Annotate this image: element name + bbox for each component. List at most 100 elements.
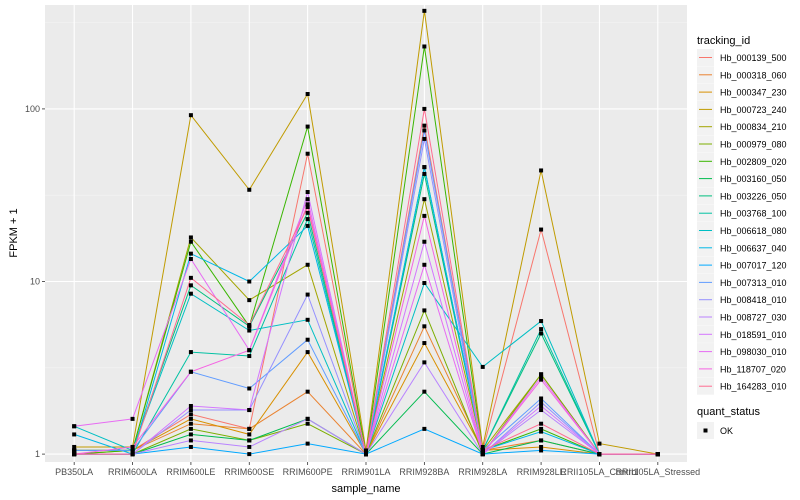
legend-label: Hb_018591_010 <box>720 330 787 340</box>
data-point-Hb_098030_010 <box>305 197 310 202</box>
data-point-Hb_018591_010 <box>247 408 252 413</box>
data-point-Hb_000979_080 <box>188 426 193 431</box>
data-point-Hb_164283_010 <box>539 421 544 426</box>
data-point-Hb_118707_020 <box>480 452 485 457</box>
data-point-Hb_003226_050 <box>188 283 193 288</box>
legend-label: Hb_000834_210 <box>720 122 787 132</box>
data-point-Hb_098030_010 <box>539 374 544 379</box>
data-point-Hb_018591_010 <box>305 190 310 195</box>
data-point-Hb_003768_100 <box>247 354 252 359</box>
data-point-Hb_000723_240 <box>539 168 544 173</box>
data-point-Hb_007313_010 <box>539 396 544 401</box>
data-point-Hb_000347_230 <box>188 416 193 421</box>
x-tick-label: RRIM928LE <box>517 467 566 477</box>
data-point-Hb_006618_080 <box>305 317 310 322</box>
data-point-Hb_008727_030 <box>422 360 427 365</box>
data-point-Hb_002809_020 <box>539 426 544 431</box>
legend-label: Hb_003160_050 <box>720 174 787 184</box>
data-point-Hb_006637_040 <box>305 223 310 228</box>
grid-lines <box>45 5 687 462</box>
data-point-Hb_000139_500 <box>539 227 544 232</box>
data-point-Hb_164283_010 <box>188 275 193 280</box>
data-point-Hb_000979_080 <box>422 308 427 313</box>
data-point-Hb_000723_240 <box>305 92 310 97</box>
data-point-Hb_000834_210 <box>247 298 252 303</box>
data-point-Hb_007313_010 <box>305 337 310 342</box>
y-tick-label: 100 <box>25 104 40 114</box>
legend-label: Hb_000723_240 <box>720 105 787 115</box>
data-point-Hb_002809_020 <box>188 239 193 244</box>
data-point-Hb_000347_230 <box>539 444 544 449</box>
data-point-Hb_007017_120 <box>305 441 310 446</box>
data-point-Hb_003160_050 <box>539 438 544 443</box>
data-point-Hb_000318_060 <box>247 426 252 431</box>
data-point-Hb_007017_120 <box>188 444 193 449</box>
data-point-Hb_000318_060 <box>422 324 427 329</box>
data-point-Hb_003768_100 <box>539 327 544 332</box>
legend-label: Hb_006618_080 <box>720 226 787 236</box>
data-point-Hb_000979_080 <box>305 421 310 426</box>
data-point-Hb_164283_010 <box>597 452 602 457</box>
data-point-Hb_000723_240 <box>247 187 252 192</box>
legend-label: Hb_003226_050 <box>720 191 787 201</box>
shape-legend-label: OK <box>720 426 733 436</box>
data-point-Hb_098030_010 <box>72 424 77 429</box>
data-point-Hb_003160_050 <box>247 438 252 443</box>
x-tick-label: RRII105LA_Stressed <box>616 467 701 477</box>
x-tick-label: RRIM600PE <box>283 467 333 477</box>
legend-label: Hb_006637_040 <box>720 243 787 253</box>
data-point-Hb_007017_120 <box>422 426 427 431</box>
data-point-Hb_008727_030 <box>188 438 193 443</box>
legend-label: Hb_000318_060 <box>720 70 787 80</box>
data-point-Hb_006637_040 <box>539 429 544 434</box>
data-point-Hb_118707_020 <box>188 369 193 374</box>
data-point-Hb_008727_030 <box>305 416 310 421</box>
shape-legend-title: quant_status <box>697 406 760 418</box>
legend-label: Hb_007313_010 <box>720 278 787 288</box>
shape-legend-marker <box>703 428 708 433</box>
legend-label: Hb_000139_500 <box>720 53 787 63</box>
data-point-Hb_118707_020 <box>539 377 544 382</box>
data-point-Hb_164283_010 <box>305 205 310 210</box>
x-axis: PB350LA RRIM600LA RRIM600LE RRIM600SE RRIM60… <box>55 462 700 477</box>
y-axis: 1 10 100 <box>25 104 45 459</box>
data-point-Hb_002809_020 <box>422 44 427 49</box>
data-point-Hb_000723_240 <box>597 441 602 446</box>
series-points <box>72 8 660 457</box>
data-point-Hb_000139_500 <box>422 123 427 128</box>
data-point-Hb_007313_010 <box>130 448 135 453</box>
data-point-Hb_006618_080 <box>188 291 193 296</box>
x-tick-label: RRIM901LA <box>341 467 390 477</box>
data-point-Hb_006618_080 <box>480 364 485 369</box>
data-point-Hb_118707_020 <box>305 202 310 207</box>
data-point-Hb_006618_080 <box>422 281 427 286</box>
data-point-Hb_006637_040 <box>72 432 77 437</box>
x-tick-label: RRIM928LA <box>458 467 507 477</box>
legend: tracking_id Hb_000139_500Hb_000318_060Hb… <box>697 35 787 439</box>
legend-label: Hb_098030_010 <box>720 347 787 357</box>
x-tick-label: RRIM600LE <box>166 467 215 477</box>
data-point-Hb_164283_010 <box>655 452 660 457</box>
data-point-Hb_000723_240 <box>422 8 427 13</box>
legend-label: Hb_007017_120 <box>720 261 787 271</box>
y-axis-title: FPKM + 1 <box>8 208 20 257</box>
data-point-Hb_006637_040 <box>422 165 427 170</box>
data-point-Hb_007017_120 <box>247 452 252 457</box>
data-point-Hb_000834_210 <box>305 262 310 267</box>
data-point-Hb_003160_050 <box>188 432 193 437</box>
data-point-Hb_164283_010 <box>72 452 77 457</box>
data-point-Hb_000318_060 <box>188 421 193 426</box>
x-tick-label: RRIM600LA <box>108 467 157 477</box>
data-point-Hb_002809_020 <box>305 124 310 129</box>
data-point-Hb_098030_010 <box>422 262 427 267</box>
data-point-Hb_007313_010 <box>72 448 77 453</box>
data-point-Hb_000834_210 <box>188 235 193 240</box>
data-point-Hb_008418_010 <box>305 292 310 297</box>
legend-label: Hb_118707_020 <box>720 364 786 374</box>
y-tick-label: 10 <box>30 277 40 287</box>
legend-label: Hb_008418_010 <box>720 295 787 305</box>
data-point-Hb_006637_040 <box>188 251 193 256</box>
data-point-Hb_000347_230 <box>422 341 427 346</box>
data-point-Hb_008418_010 <box>188 408 193 413</box>
